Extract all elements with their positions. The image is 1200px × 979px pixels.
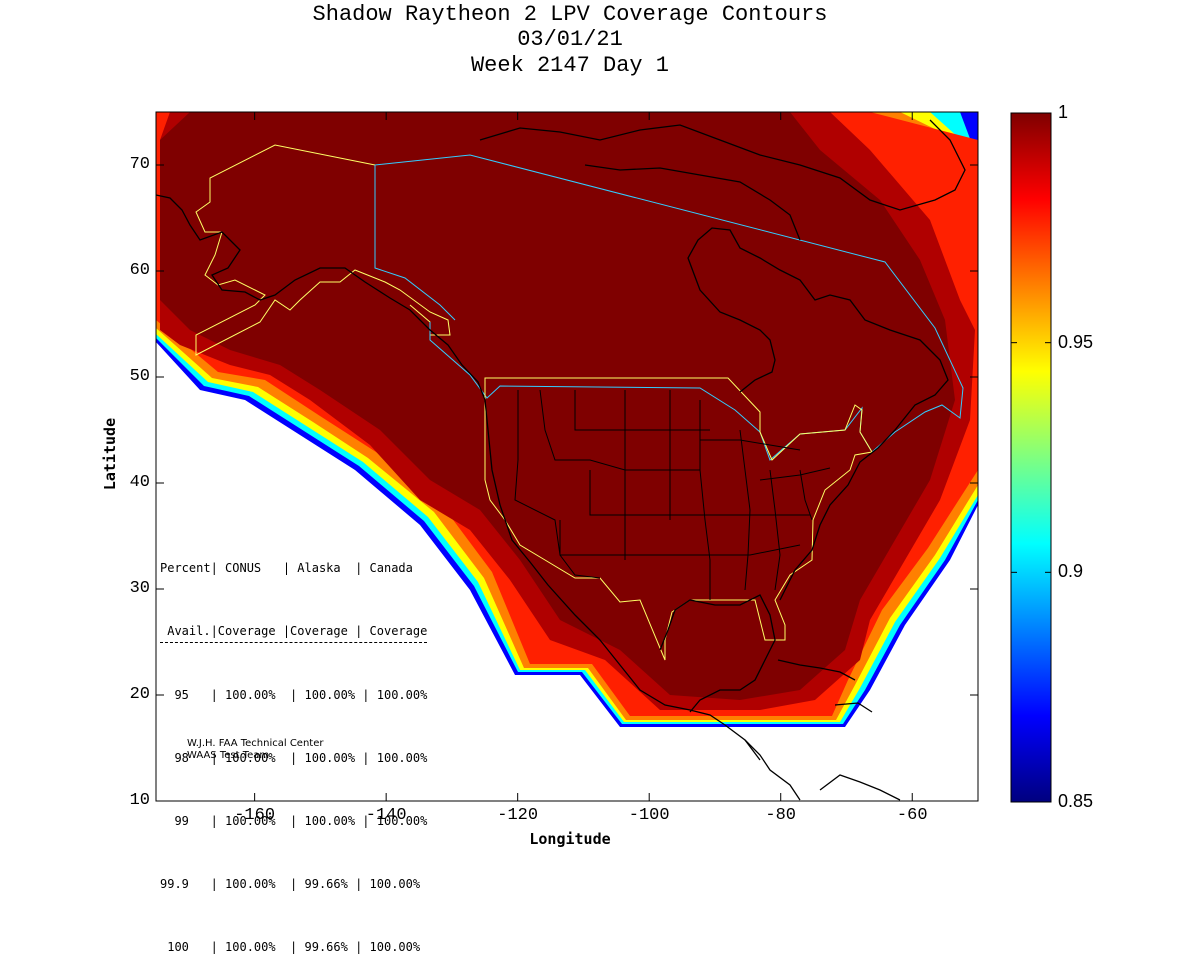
coverage-stats-table: Percent| CONUS | Alaska | Canada Avail.|… — [160, 516, 428, 979]
colorbar-tick-label: 1 — [1058, 102, 1069, 122]
x-axis-label: Longitude — [529, 830, 611, 848]
x-tick-label: -140 — [365, 806, 407, 825]
y-tick-label: 40 — [129, 473, 150, 492]
chart-title: Shadow Raytheon 2 LPV Coverage Contours — [312, 2, 828, 27]
chart-week-day: Week 2147 Day 1 — [470, 53, 670, 78]
x-tick-label: -160 — [234, 806, 276, 825]
stats-row: 95 | 100.00% | 100.00% | 100.00% — [160, 688, 428, 702]
x-tick-label: -120 — [497, 806, 539, 825]
y-axis-label: Latitude — [101, 417, 119, 491]
credit-block: W.J.H. FAA Technical Center WAAS Test Te… — [187, 738, 323, 762]
contour-full — [160, 112, 955, 700]
y-tick-label: 20 — [129, 685, 150, 704]
x-tick-label: -100 — [628, 806, 670, 825]
stats-header-1: Percent| CONUS | Alaska | Canada — [160, 561, 413, 575]
y-tick-label: 30 — [129, 579, 150, 598]
service-borders — [195, 144, 964, 661]
stats-row: 98 | 100.00% | 100.00% | 100.00% — [160, 751, 428, 765]
stats-row: 99 | 100.00% | 100.00% | 100.00% — [160, 814, 428, 828]
credit-line-2: WAAS Test Team — [187, 750, 270, 761]
coastlines — [156, 119, 966, 801]
stats-row: 100 | 100.00% | 99.66% | 100.00% — [160, 940, 421, 954]
y-tick-label: 70 — [129, 155, 150, 174]
plot-frame — [155, 111, 979, 802]
y-tick-label: 50 — [129, 367, 150, 386]
conus-service-border — [484, 377, 873, 661]
stats-row: 99.9 | 100.00% | 99.66% | 100.00% — [160, 877, 421, 891]
canada-service-border — [374, 154, 964, 461]
stats-header-2: Avail.|Coverage |Coverage | Coverage — [160, 621, 428, 643]
x-tick-label: -60 — [896, 806, 928, 825]
credit-line-1: W.J.H. FAA Technical Center — [187, 738, 324, 749]
state-borders — [514, 389, 831, 600]
chart-date: 03/01/21 — [517, 27, 623, 52]
colorbar-tick-label: 0.95 — [1058, 331, 1094, 352]
colorbar-ticks — [1011, 112, 1051, 803]
y-tick-label: 10 — [129, 791, 150, 810]
tick-marks — [156, 112, 978, 802]
x-tick-label: -80 — [765, 806, 797, 825]
colorbar-tick-label: 0.85 — [1058, 791, 1094, 811]
y-tick-label: 60 — [129, 261, 150, 280]
coverage-map — [155, 111, 1052, 803]
colorbar — [1010, 112, 1052, 803]
alaska-service-border — [195, 144, 451, 356]
colorbar-tick-label: 0.9 — [1058, 561, 1084, 582]
